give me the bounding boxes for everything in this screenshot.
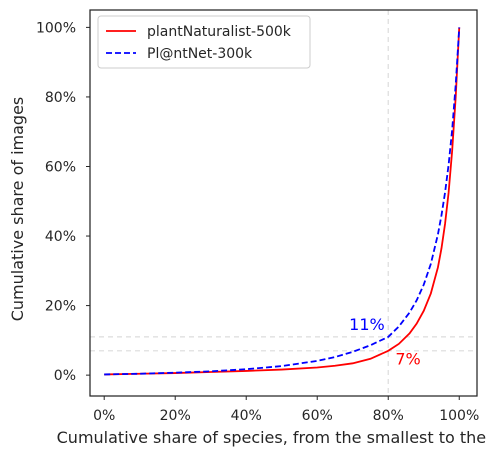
y-tick-label: 20%: [45, 299, 76, 315]
x-tick-label: 20%: [160, 408, 191, 424]
y-tick-label: 80%: [45, 90, 76, 106]
tick-layer: 0% 20% 40% 60% 80% 100% 0% 20% 40% 60% 80% 100%: [36, 20, 479, 424]
x-tick-label: 80%: [373, 408, 404, 424]
x-tick-label: 40%: [231, 408, 262, 424]
x-tick-label: 100%: [439, 408, 479, 424]
legend-label-plantnet: Pl@ntNet-300k: [147, 46, 253, 62]
series-layer: [104, 27, 461, 376]
reference-lines: [90, 10, 477, 396]
series-line-0: [104, 27, 461, 376]
y-axis-label: Cumulative share of images: [8, 97, 27, 322]
x-tick-label: 60%: [302, 408, 333, 424]
legend-label-plantnaturalist: plantNaturalist-500k: [147, 24, 292, 40]
y-tick-label: 100%: [36, 20, 76, 36]
legend-box: [97, 15, 311, 69]
annotation-11-percent: 11%: [349, 315, 385, 334]
y-tick-label: 60%: [45, 159, 76, 175]
legend: plantNaturalist-500k Pl@ntNet-300k: [97, 15, 311, 69]
annotation-7-percent: 7%: [395, 350, 420, 369]
y-tick-label: 40%: [45, 229, 76, 245]
series-line-1: [104, 27, 461, 376]
plot-frame: [89, 9, 478, 397]
y-tick-label: 0%: [54, 368, 76, 384]
x-tick-label: 0%: [93, 408, 115, 424]
x-axis-label: Cumulative share of species, from the sm…: [57, 428, 491, 447]
